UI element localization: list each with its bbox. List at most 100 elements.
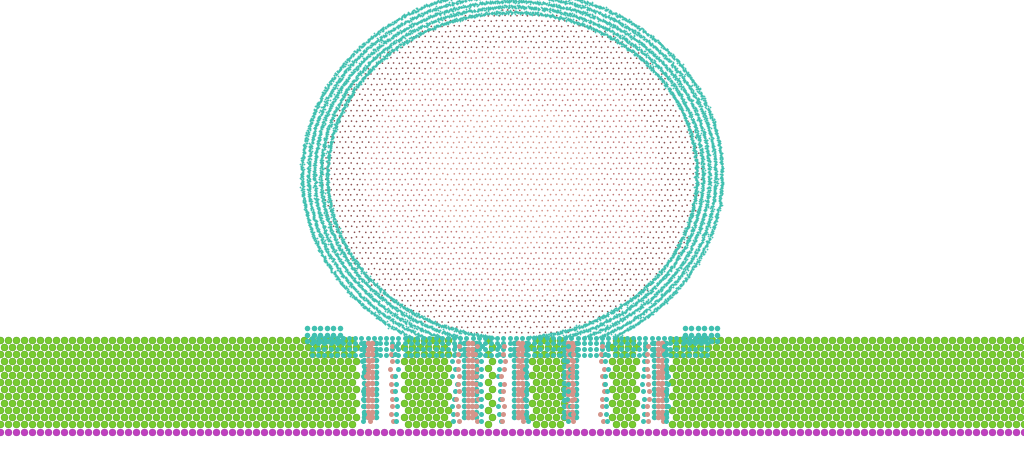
Point (374, 48, 390, 56)
Point (602, 329, 618, 336)
Point (684, 102, 700, 109)
Point (689, 248, 706, 255)
Point (466, 18, 482, 25)
Point (695, 217, 712, 224)
Point (342, 251, 358, 258)
Point (415, 144, 431, 151)
Point (418, 286, 434, 294)
Point (697, 119, 714, 127)
Point (439, 233, 456, 241)
Point (428, 149, 444, 156)
Point (522, 81, 539, 88)
Point (482, 81, 499, 88)
Point (628, 85, 644, 92)
Point (472, 12, 488, 19)
Point (413, 31, 429, 38)
Point (645, 51, 662, 58)
Point (693, 152, 710, 159)
Point (308, 202, 325, 209)
Point (652, 301, 669, 308)
Point (408, 311, 424, 318)
Point (397, 250, 414, 257)
Point (630, 320, 646, 327)
Point (340, 261, 356, 269)
Point (532, 11, 549, 18)
Point (682, 246, 698, 253)
Point (498, 3, 514, 10)
Point (441, 11, 458, 18)
Point (465, 165, 481, 172)
Point (650, 272, 667, 279)
Point (307, 121, 324, 128)
Point (385, 24, 401, 31)
Point (303, 201, 319, 208)
Point (582, 107, 598, 114)
Point (612, 39, 629, 46)
Point (503, 286, 519, 293)
Point (350, 81, 367, 88)
Point (565, 318, 582, 325)
Point (622, 324, 638, 331)
Point (559, 10, 575, 18)
Point (355, 276, 372, 283)
Point (618, 35, 635, 43)
Point (642, 239, 658, 247)
Point (466, 13, 482, 20)
Point (648, 282, 665, 289)
Point (602, 260, 618, 267)
Point (354, 268, 371, 275)
Point (316, 208, 333, 216)
Point (500, 291, 516, 299)
Point (383, 47, 399, 54)
Point (652, 270, 669, 277)
Point (314, 171, 331, 178)
Point (632, 52, 648, 59)
Point (457, 15, 473, 22)
Point (697, 207, 714, 215)
Point (422, 323, 438, 330)
Point (613, 332, 630, 339)
Point (546, 154, 562, 161)
Point (673, 234, 689, 242)
Point (615, 42, 632, 49)
Point (350, 43, 367, 50)
Point (548, 13, 564, 21)
Point (351, 68, 368, 75)
Point (536, 11, 552, 18)
Point (486, 191, 503, 198)
Point (696, 110, 713, 117)
Point (350, 281, 367, 288)
Point (517, 3, 534, 10)
Point (614, 315, 631, 322)
Point (378, 38, 394, 45)
Point (410, 329, 426, 336)
Point (366, 49, 382, 57)
Point (606, 314, 623, 321)
Point (685, 181, 701, 189)
Point (463, 107, 479, 114)
Point (348, 64, 365, 71)
Point (314, 193, 331, 200)
Point (715, 180, 731, 188)
Point (654, 283, 671, 291)
Point (378, 180, 394, 188)
Point (683, 208, 699, 215)
Point (492, 9, 508, 16)
Point (669, 278, 685, 285)
Point (647, 292, 664, 299)
Point (527, 4, 544, 12)
Point (653, 207, 670, 215)
Point (712, 140, 728, 147)
Point (692, 180, 709, 187)
Point (370, 44, 386, 51)
Point (673, 60, 689, 67)
Point (327, 128, 343, 135)
Point (323, 207, 339, 215)
Point (431, 334, 447, 341)
Point (440, 255, 457, 262)
Point (583, 25, 599, 32)
Point (476, 0, 493, 1)
Point (427, 320, 443, 327)
Point (340, 256, 356, 264)
Point (631, 297, 647, 304)
